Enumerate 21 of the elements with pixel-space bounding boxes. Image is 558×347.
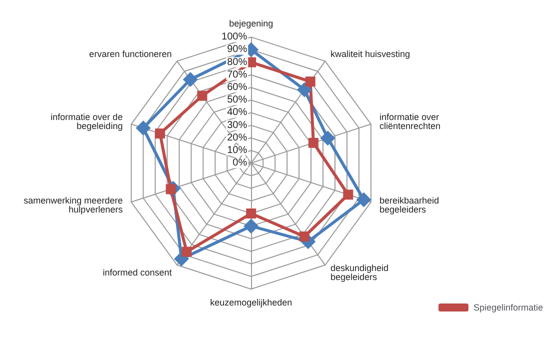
y-tick-label: 50% — [227, 94, 248, 106]
legend-label: Spiegelinformatie — [473, 302, 544, 312]
spoke-label: bejegening — [229, 18, 274, 29]
spoke-label: ervaren functioneren — [89, 48, 172, 59]
y-tick-label: 100% — [222, 32, 248, 43]
y-tick-label: 20% — [227, 132, 248, 144]
spoke-label: informatie over de begeleiding — [50, 112, 123, 131]
spoke-label: kwaliteit huisvesting — [330, 48, 410, 59]
spoke-label: bereikbaarheid begeleiders — [379, 195, 440, 214]
spoke-label: informed consent — [102, 267, 172, 278]
y-tick-label: 40% — [227, 107, 248, 118]
y-tick-label: 90% — [227, 44, 248, 56]
y-tick-label: 30% — [227, 120, 248, 131]
spoke-label: informatie over cliëntenrechten — [379, 112, 441, 131]
y-tick-label: 80% — [227, 56, 248, 68]
y-tick-label: 70% — [227, 69, 248, 80]
spoke-label: keuzemogelijkheden — [210, 298, 292, 308]
spoke-label: samenwerking meerdere hulpverleners — [24, 195, 124, 214]
spoke-label: deskundigheid begeleiders — [330, 262, 389, 282]
y-tick-label: 10% — [227, 144, 248, 156]
y-tick-label: 60% — [227, 82, 248, 93]
